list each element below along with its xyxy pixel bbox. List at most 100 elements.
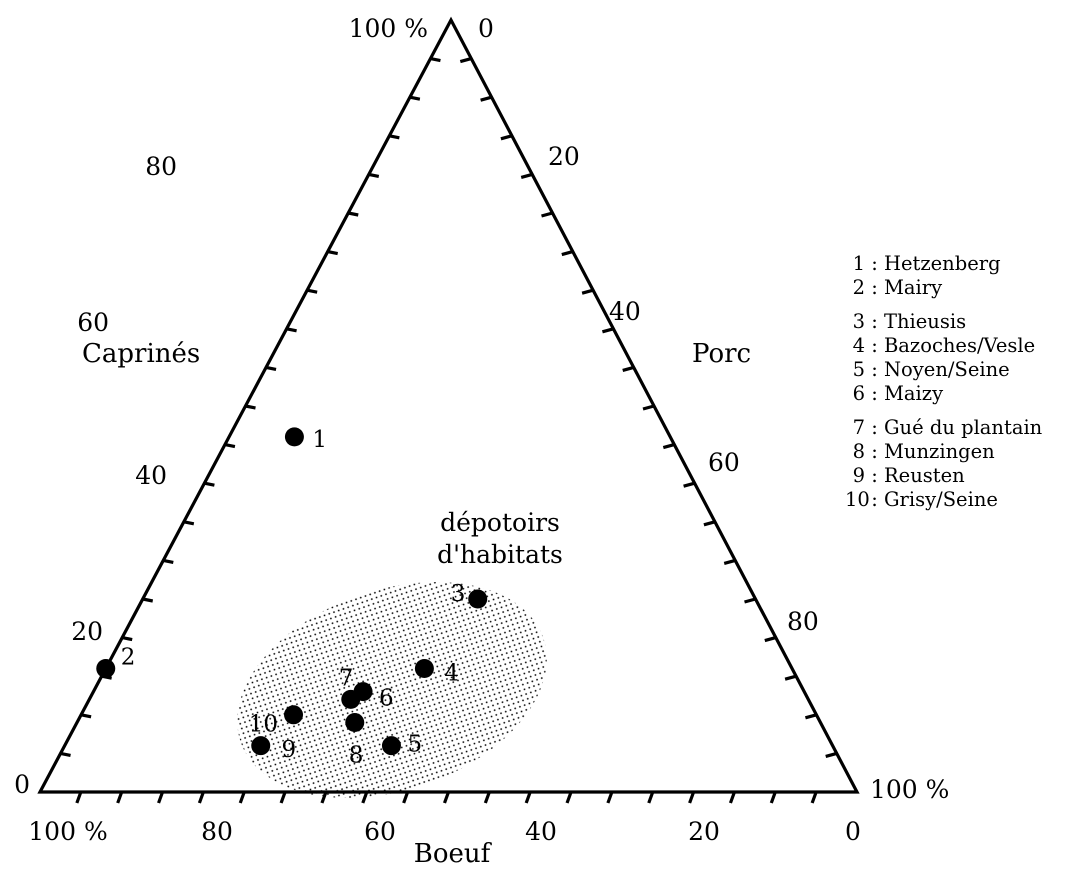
tick-right [764,636,777,643]
tick-bottom [524,791,532,804]
legend-item-4: 4 : Bazoches/Vesle [845,334,1042,358]
tick-label-bottom: 0 [845,817,861,846]
legend-site-name: Hetzenberg [883,252,1001,275]
legend-number: 1 [852,252,865,275]
legend-item-3: 3 : Thieusis [845,310,1042,334]
tick-right [825,751,838,758]
legend-number: 4 [852,334,865,357]
tick-bottom [75,791,83,804]
tick-bottom [769,791,777,804]
tick-right [703,520,716,527]
tick-label-left: 40 [135,461,167,490]
tick-label-left: 80 [145,152,177,181]
tick-bottom [606,791,614,804]
data-point-3 [468,589,488,609]
legend-separator: : [865,382,884,405]
legend-number: 7 [852,416,865,439]
legend-item-9: 9 : Reusten [845,464,1042,488]
tick-left [224,443,236,449]
legend-site-name: Mairy [883,276,943,299]
tick-right [662,443,675,450]
tick-bottom [565,791,573,804]
tick-right [784,674,797,681]
point-label-2: 2 [121,644,136,670]
axis-title-porc: Porc [692,339,751,369]
point-label-8: 8 [349,743,364,769]
legend-number: 2 [852,276,865,299]
tick-label-bottom: 80 [201,817,233,846]
tick-bottom [810,791,818,804]
legend-item-6: 6 : Maizy [845,382,1042,406]
zone-label-line1: dépotoirs [440,508,560,537]
tick-bottom [728,791,736,804]
data-point-8 [345,713,365,733]
tick-right [459,57,472,64]
point-label-1: 1 [312,427,327,453]
legend-item-1: 1 : Hetzenberg [845,252,1042,276]
point-label-7: 7 [339,665,354,691]
tick-label-right: 20 [548,142,580,171]
legend-separator: : [865,358,884,381]
legend-separator: : [865,334,884,357]
tick-bottom [197,791,205,804]
axis-title-boeuf: Boeuf [414,839,493,869]
point-label-4: 4 [444,660,459,686]
tick-bottom [320,791,328,804]
point-label-6: 6 [379,686,394,712]
legend-separator: : [865,488,884,511]
legend-site-name: Reusten [883,464,965,487]
tick-left [265,365,277,371]
tick-bottom [442,791,451,804]
tick-right [520,172,533,179]
tick-bottom [688,791,696,804]
legend-number: 9 [852,464,865,487]
tick-label-bottom: 100 % [28,817,107,846]
tick-label-right: 100 % [870,775,949,804]
tick-label-bottom: 40 [525,817,557,846]
data-point-1 [284,427,304,447]
tick-right [541,211,553,218]
tick-label-left: 20 [71,617,103,646]
tick-left [142,597,154,603]
data-point-9 [284,705,304,725]
tick-label-left: 100 % [349,14,428,43]
legend-separator: : [865,416,884,439]
data-point-7 [341,689,361,709]
data-point-5 [381,736,401,756]
tick-label-left: 0 [14,770,30,799]
legend-group: 1 : Hetzenberg 2 : Mairy [845,252,1042,300]
tick-label-right: 80 [787,607,819,636]
legend-site-name: Thieusis [883,310,967,333]
legend-number: 6 [852,382,865,405]
tick-right [500,134,513,141]
tick-bottom [402,791,410,804]
legend-site-name: Munzingen [883,440,995,463]
tick-left [306,288,318,294]
tick-left [121,636,133,642]
legend-item-7: 7 : Gué du plantain [845,416,1043,440]
legend-number: 5 [852,358,865,381]
legend-group: 7 : Gué du plantain 8 : Munzingen 9 : Reus… [845,416,1042,512]
data-point-2 [96,658,116,678]
legend-item-8: 8 : Munzingen [845,440,1042,464]
tick-left [368,172,380,178]
legend-number: 10 [845,488,870,511]
legend-site-name: Maizy [883,382,944,405]
tick-left [347,211,359,217]
legend-separator: : [865,252,884,275]
legend-site-name: Bazoches/Vesle [883,334,1036,357]
legend-separator: : [865,276,884,299]
tick-label-left: 60 [77,308,109,337]
tick-right [601,327,614,334]
tick-label-right: 0 [478,14,494,43]
legend-separator: : [865,440,884,463]
tick-right [561,250,574,257]
legend-number: 8 [852,440,865,463]
tick-right [480,95,493,102]
legend: 1 : Hetzenberg 2 : Mairy 3 : Thieusis 4 : B… [845,252,1042,522]
tick-bottom [361,791,369,804]
tick-right [723,558,736,565]
tick-right [622,365,635,372]
tick-label-right: 60 [708,448,740,477]
